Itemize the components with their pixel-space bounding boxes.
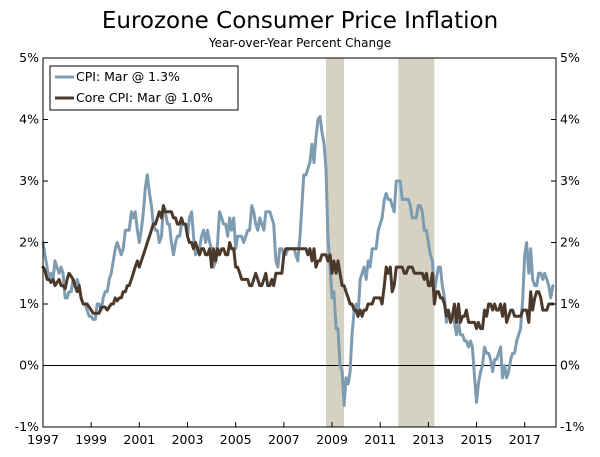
y-axis-left: -1% 0% 1% 2% 3% 4% 5% <box>15 50 48 434</box>
core-cpi-line <box>41 204 555 331</box>
y-tick-label-left-4: 3% <box>19 173 39 188</box>
y-tick-label-right-2: 1% <box>560 296 580 311</box>
x-tick-label-4: 2005 <box>220 432 252 447</box>
legend-label-core-cpi: Core CPI: Mar @ 1.0% <box>76 90 213 105</box>
y-tick-label-left-5: 4% <box>19 112 39 127</box>
y-tick-label-right-0: -1% <box>560 419 584 434</box>
y-tick-label-left-0: -1% <box>15 419 39 434</box>
y-tick-label-right-6: 5% <box>560 50 580 65</box>
y-tick-label-right-3: 2% <box>560 235 580 250</box>
chart-subtitle: Year-over-Year Percent Change <box>208 36 391 50</box>
x-tick-label-9: 2015 <box>461 432 493 447</box>
y-tick-label-left-2: 1% <box>19 296 39 311</box>
legend: CPI: Mar @ 1.3% Core CPI: Mar @ 1.0% <box>49 65 239 111</box>
chart-title: Eurozone Consumer Price Inflation <box>102 8 498 34</box>
y-tick-label-right-4: 3% <box>560 173 580 188</box>
x-tick-label-6: 2009 <box>316 432 348 447</box>
x-tick-label-2: 2001 <box>123 432 155 447</box>
x-tick-label-5: 2007 <box>268 432 300 447</box>
series-lines <box>41 114 555 407</box>
x-tick-label-1: 1999 <box>75 432 107 447</box>
x-tick-label-7: 2011 <box>364 432 396 447</box>
cpi-line <box>41 114 555 407</box>
legend-box <box>49 65 239 111</box>
x-tick-label-3: 2003 <box>172 432 204 447</box>
y-tick-label-left-1: 0% <box>19 358 39 373</box>
x-axis: 1997 1999 2001 2003 2005 2007 2009 2011 2013 2015… <box>27 422 541 447</box>
x-tick-label-0: 1997 <box>27 432 59 447</box>
y-tick-label-left-6: 5% <box>19 50 39 65</box>
y-axis-right: -1% 0% 1% 2% 3% 4% 5% <box>551 50 584 434</box>
x-tick-label-10: 2017 <box>509 432 541 447</box>
legend-label-cpi: CPI: Mar @ 1.3% <box>76 69 180 84</box>
y-tick-label-right-1: 0% <box>560 358 580 373</box>
y-tick-label-left-3: 2% <box>19 235 39 250</box>
x-tick-label-8: 2013 <box>412 432 444 447</box>
y-tick-label-right-5: 4% <box>560 112 580 127</box>
